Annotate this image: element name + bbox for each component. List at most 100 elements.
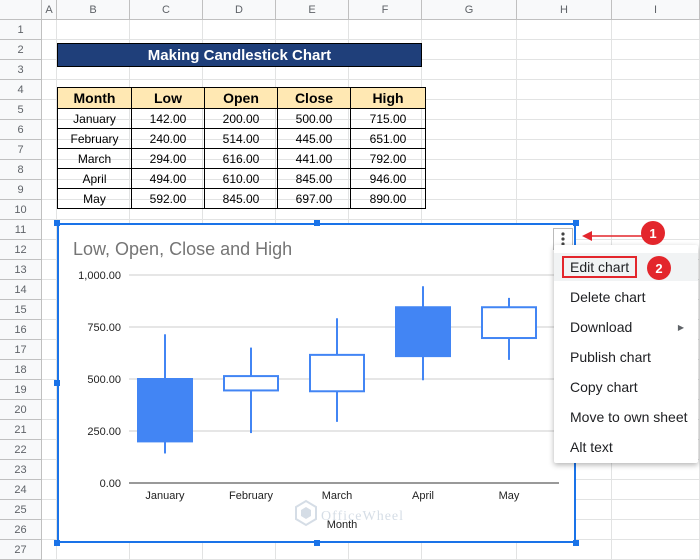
table-cell[interactable]: January	[57, 108, 132, 129]
row-header-3[interactable]: 3	[0, 60, 42, 80]
row-header-18[interactable]: 18	[0, 360, 42, 380]
candle-body	[481, 306, 537, 340]
row-header-13[interactable]: 13	[0, 260, 42, 280]
table-cell[interactable]: 500.00	[277, 108, 351, 129]
menu-item-label: Edit chart	[562, 256, 638, 278]
table-cell[interactable]: 514.00	[204, 128, 278, 149]
table-cell[interactable]: 890.00	[350, 188, 426, 209]
menu-item-publish-chart[interactable]: Publish chart	[554, 343, 698, 371]
row-header-1[interactable]: 1	[0, 20, 42, 40]
table-header-row: Month Low Open Close High	[57, 87, 426, 109]
row-header-24[interactable]: 24	[0, 480, 42, 500]
column-header-a[interactable]: A	[42, 0, 57, 20]
menu-item-download[interactable]: Download ▶	[554, 313, 698, 341]
table-cell[interactable]: 494.00	[131, 168, 205, 189]
row-header-4[interactable]: 4	[0, 80, 42, 100]
y-tick-label: 750.00	[87, 322, 121, 334]
resize-handle-tl[interactable]	[54, 220, 60, 226]
table-cell[interactable]: 946.00	[350, 168, 426, 189]
menu-item-copy-chart[interactable]: Copy chart	[554, 373, 698, 401]
row-header-21[interactable]: 21	[0, 420, 42, 440]
column-header-d[interactable]: D	[203, 0, 276, 20]
row-header-26[interactable]: 26	[0, 520, 42, 540]
row-header-2[interactable]: 2	[0, 40, 42, 60]
column-header-c[interactable]: C	[130, 0, 203, 20]
chart-canvas: Low, Open, Close and High 1,000.00 750.00…	[73, 239, 559, 531]
table-cell[interactable]: 592.00	[131, 188, 205, 209]
resize-handle-bl[interactable]	[54, 540, 60, 546]
table-cell[interactable]: 845.00	[277, 168, 351, 189]
row-header-19[interactable]: 19	[0, 380, 42, 400]
resize-handle-ml[interactable]	[54, 380, 60, 386]
header-low[interactable]: Low	[131, 87, 205, 109]
menu-item-label: Delete chart	[570, 289, 646, 305]
row-header-15[interactable]: 15	[0, 300, 42, 320]
row-header-25[interactable]: 25	[0, 500, 42, 520]
table-cell[interactable]: 200.00	[204, 108, 278, 129]
resize-handle-tc[interactable]	[314, 220, 320, 226]
row-header-22[interactable]: 22	[0, 440, 42, 460]
table-cell[interactable]: 445.00	[277, 128, 351, 149]
table-cell[interactable]: April	[57, 168, 132, 189]
row-header-5[interactable]: 5	[0, 100, 42, 120]
header-month[interactable]: Month	[57, 87, 132, 109]
column-header-e[interactable]: E	[276, 0, 349, 20]
column-header-h[interactable]: H	[517, 0, 612, 20]
x-tick-label: February	[229, 490, 274, 502]
gridline	[42, 79, 700, 80]
candlestick-chart[interactable]: Low, Open, Close and High 1,000.00 750.00…	[57, 223, 576, 543]
menu-item-alt-text[interactable]: Alt text	[554, 433, 698, 461]
column-header-i[interactable]: I	[612, 0, 700, 20]
menu-item-move-to-own-sheet[interactable]: Move to own sheet	[554, 403, 698, 431]
table-cell[interactable]: 792.00	[350, 148, 426, 169]
header-high[interactable]: High	[350, 87, 426, 109]
table-cell[interactable]: 441.00	[277, 148, 351, 169]
table-cell[interactable]: 651.00	[350, 128, 426, 149]
y-tick-label: 0.00	[100, 478, 121, 490]
table-cell[interactable]: 616.00	[204, 148, 278, 169]
row-header-8[interactable]: 8	[0, 160, 42, 180]
header-open[interactable]: Open	[204, 87, 278, 109]
table-cell[interactable]: 715.00	[350, 108, 426, 129]
menu-item-edit-chart[interactable]: Edit chart	[554, 253, 698, 281]
table-cell[interactable]: 294.00	[131, 148, 205, 169]
header-close[interactable]: Close	[277, 87, 351, 109]
row-header-7[interactable]: 7	[0, 140, 42, 160]
row-header-23[interactable]: 23	[0, 460, 42, 480]
row-header-20[interactable]: 20	[0, 400, 42, 420]
more-vert-icon	[561, 232, 565, 246]
resize-handle-br[interactable]	[573, 540, 579, 546]
callout-arrow	[582, 231, 642, 241]
sheet-title-cell[interactable]: Making Candlestick Chart	[57, 43, 422, 67]
row-header-12[interactable]: 12	[0, 240, 42, 260]
row-header-9[interactable]: 9	[0, 180, 42, 200]
row-header-10[interactable]: 10	[0, 200, 42, 220]
table-cell[interactable]: February	[57, 128, 132, 149]
table-cell[interactable]: 845.00	[204, 188, 278, 209]
chart-context-menu: Edit chart Delete chart Download ▶ Publish c…	[554, 245, 698, 463]
chart-title: Low, Open, Close and High	[73, 239, 292, 259]
watermark-text: OfficeWheel	[321, 509, 404, 524]
callout-badge-1: 1	[641, 221, 665, 245]
table-cell[interactable]: 142.00	[131, 108, 205, 129]
table-cell[interactable]: March	[57, 148, 132, 169]
resize-handle-bc[interactable]	[314, 540, 320, 546]
menu-item-label: Move to own sheet	[570, 409, 688, 425]
table-cell[interactable]: 697.00	[277, 188, 351, 209]
row-header-14[interactable]: 14	[0, 280, 42, 300]
menu-item-delete-chart[interactable]: Delete chart	[554, 283, 698, 311]
table-cell[interactable]: 240.00	[131, 128, 205, 149]
table-cell[interactable]: May	[57, 188, 132, 209]
resize-handle-tr[interactable]	[573, 220, 579, 226]
row-header-11[interactable]: 11	[0, 220, 42, 240]
row-header-16[interactable]: 16	[0, 320, 42, 340]
row-header-27[interactable]: 27	[0, 540, 42, 560]
row-header-6[interactable]: 6	[0, 120, 42, 140]
column-header-g[interactable]: G	[422, 0, 517, 20]
column-header-f[interactable]: F	[349, 0, 422, 20]
column-header-b[interactable]: B	[57, 0, 130, 20]
select-all-corner[interactable]	[0, 0, 42, 20]
table-cell[interactable]: 610.00	[204, 168, 278, 189]
row-header-17[interactable]: 17	[0, 340, 42, 360]
x-axis-label: Month	[327, 519, 358, 531]
